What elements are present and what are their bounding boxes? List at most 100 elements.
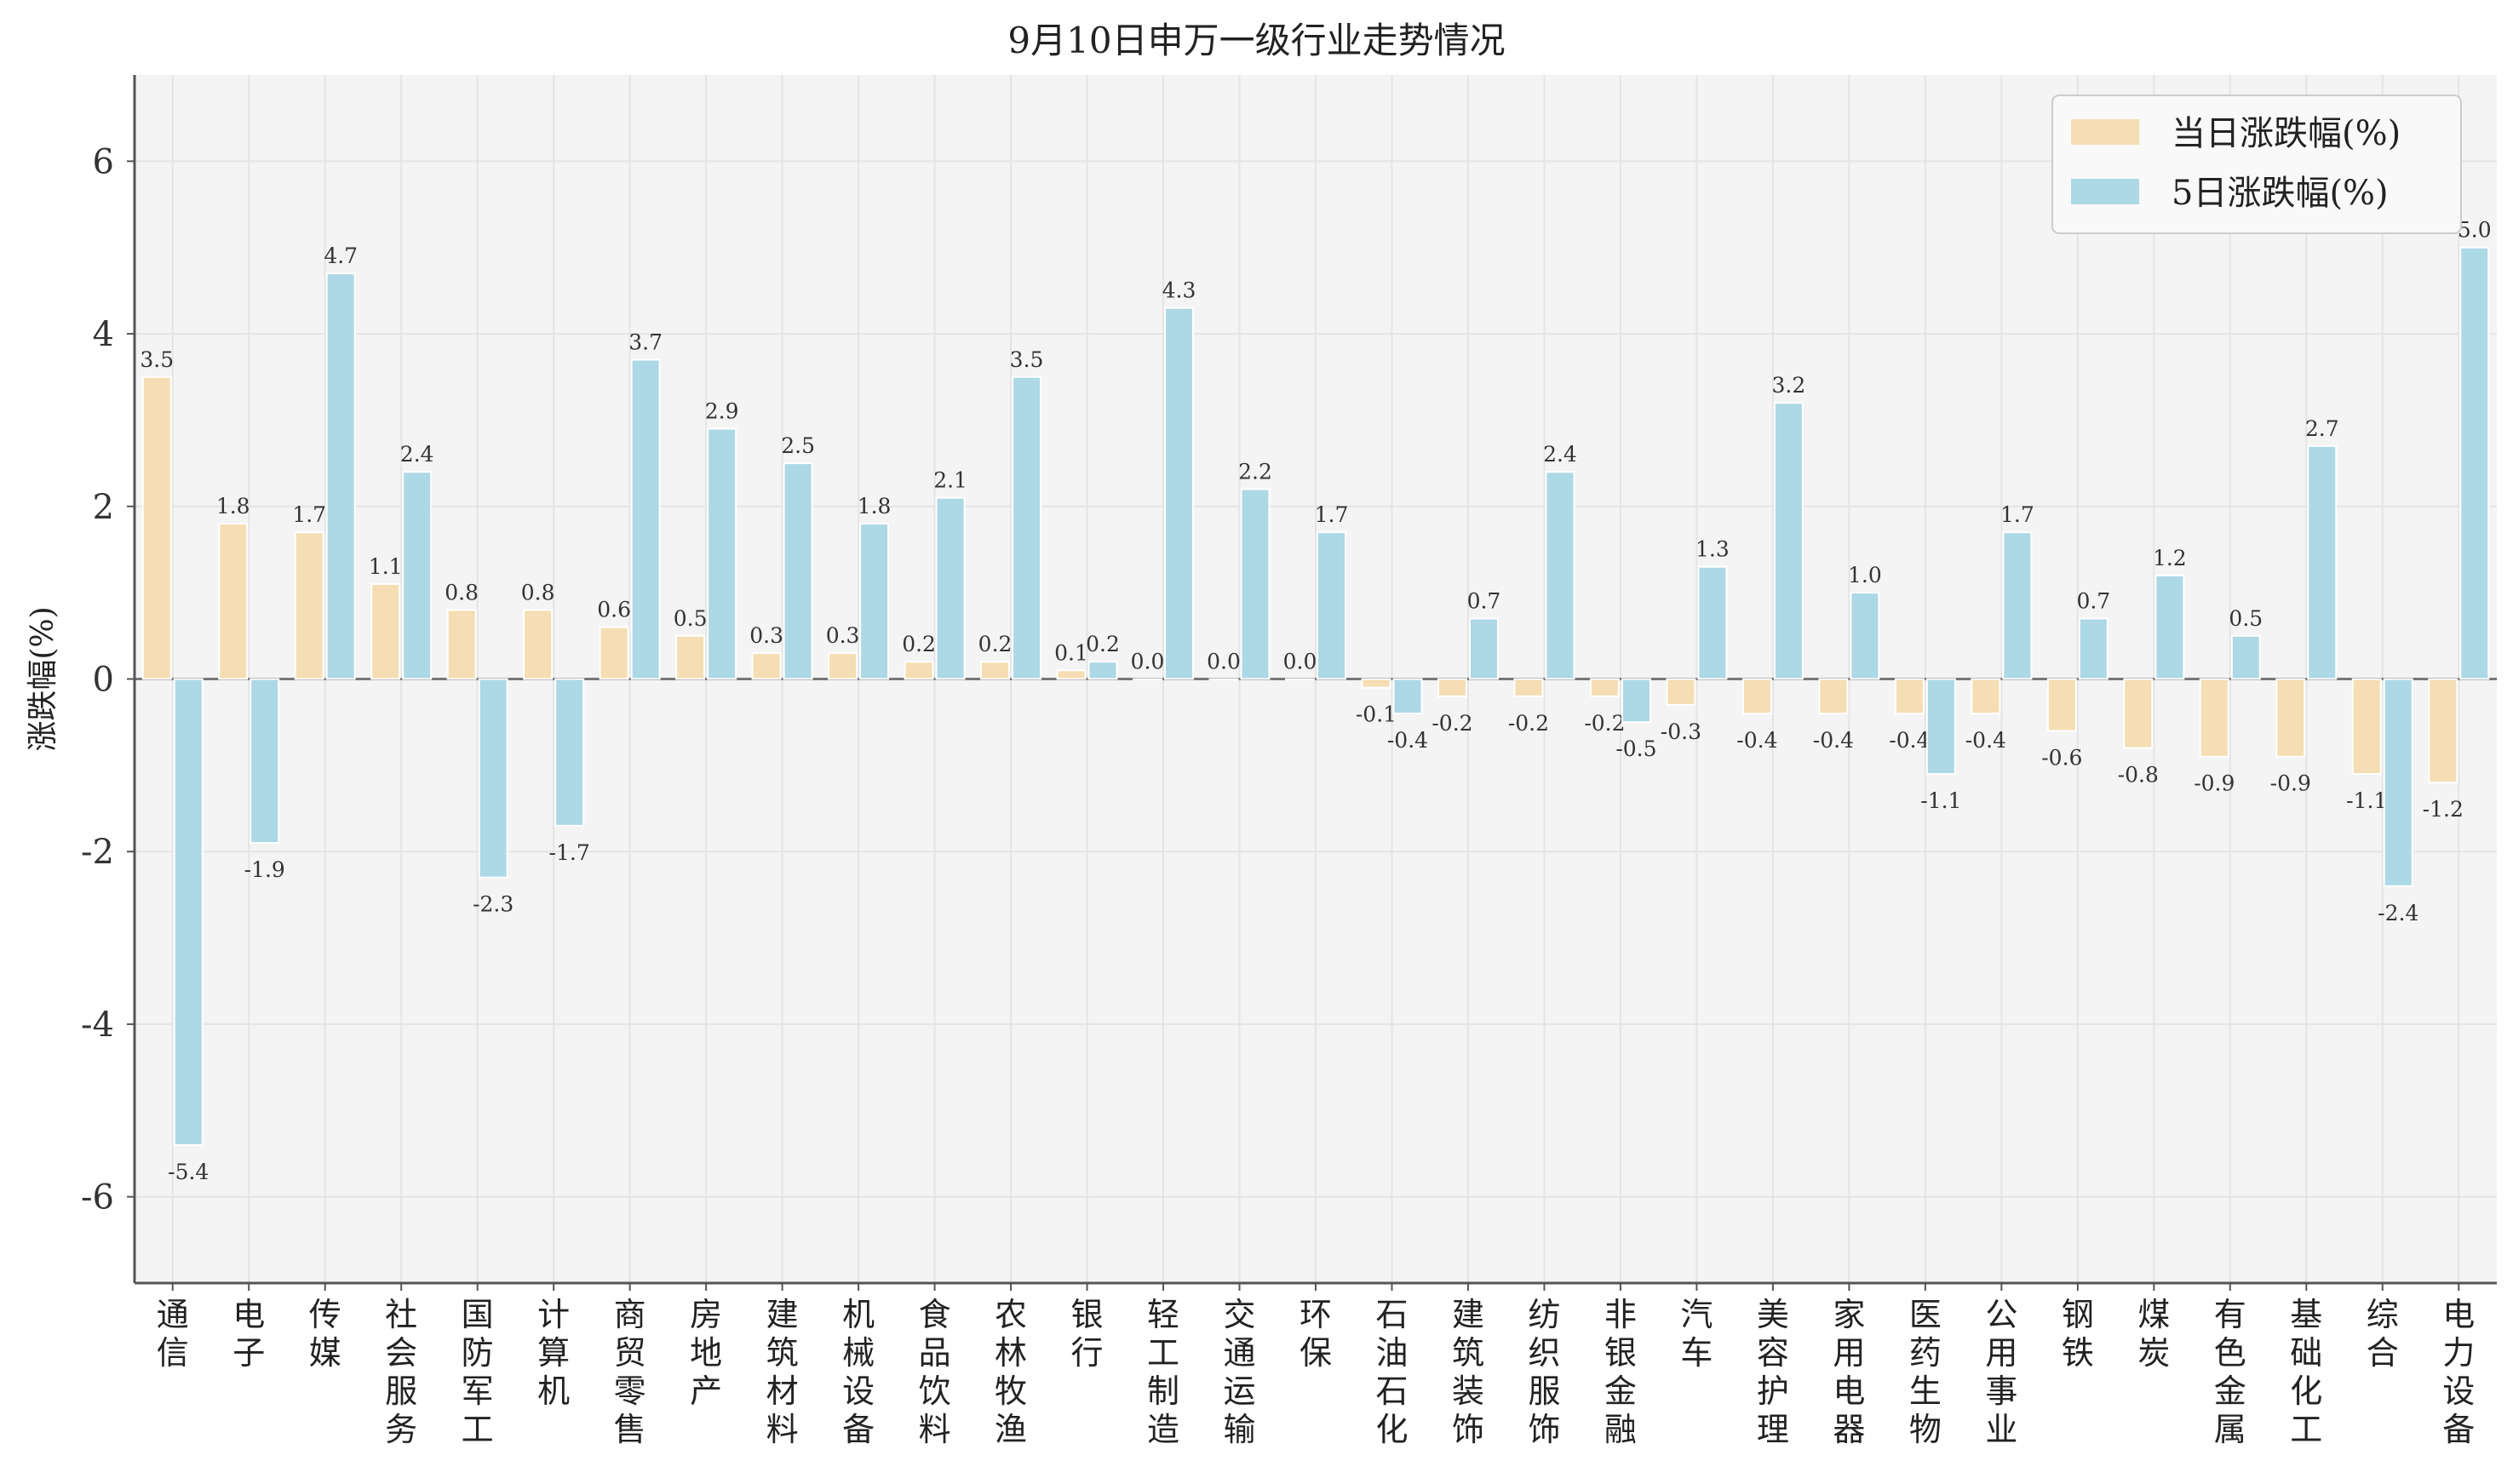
bar-five-day — [554, 678, 585, 827]
data-label: 2.4 — [400, 442, 434, 467]
x-tick-label: 传媒 — [309, 1296, 341, 1372]
x-tick-label: 社会服务 — [385, 1296, 417, 1448]
data-label: 1.7 — [1315, 502, 1349, 527]
data-label: 0.7 — [1467, 589, 1501, 614]
y-tick-label: 0 — [93, 661, 114, 700]
legend-swatch — [2071, 179, 2139, 204]
x-tick-label: 商贸零售 — [614, 1296, 646, 1448]
bar-daily — [2275, 678, 2306, 758]
bar-five-day — [1317, 531, 1346, 680]
bar-five-day — [1164, 307, 1195, 680]
x-tick-label: 计算机 — [537, 1296, 570, 1410]
bar-five-day — [2002, 531, 2033, 680]
data-label: -0.4 — [1387, 728, 1428, 753]
bar-daily — [1741, 678, 1772, 715]
data-label: -2.3 — [473, 892, 514, 917]
data-label: 0.8 — [445, 580, 479, 604]
data-label: 3.5 — [140, 347, 174, 372]
bar-daily — [904, 661, 934, 680]
bar-daily — [1285, 678, 1315, 680]
x-tick-label: 钢铁 — [2062, 1296, 2094, 1372]
legend-box — [2051, 95, 2462, 234]
data-label: 2.2 — [1238, 460, 1272, 484]
data-label: -1.1 — [1920, 788, 1961, 813]
bar-five-day — [707, 427, 737, 680]
bar-five-day — [1621, 678, 1651, 724]
bar-daily — [523, 609, 554, 680]
data-label: 1.7 — [292, 502, 326, 527]
bar-daily — [2428, 678, 2458, 784]
bar-daily — [599, 626, 629, 680]
data-label: 2.1 — [933, 468, 967, 493]
bar-daily — [1589, 678, 1620, 697]
data-label: 0.2 — [978, 632, 1013, 656]
bar-five-day — [173, 678, 204, 1146]
x-tick-label: 国防军工 — [462, 1296, 494, 1448]
bar-five-day — [1697, 565, 1728, 680]
bar-five-day — [2383, 678, 2413, 887]
data-label: -0.4 — [1889, 728, 1930, 753]
legend-swatch — [2071, 119, 2139, 145]
y-tick-label: 2 — [93, 488, 114, 527]
data-label: -0.3 — [1661, 719, 1701, 744]
y-tick-label: 6 — [93, 142, 114, 181]
bar-daily — [141, 375, 172, 680]
x-tick-label: 非银金融 — [1604, 1296, 1637, 1448]
bar-five-day — [1850, 592, 1880, 680]
data-label: 0.6 — [597, 598, 631, 622]
bar-daily — [1818, 678, 1849, 715]
data-label: -0.2 — [1584, 711, 1625, 736]
bar-daily — [675, 634, 706, 680]
data-label: 4.7 — [324, 244, 358, 268]
data-label: 2.7 — [2305, 416, 2339, 441]
x-tick-label: 公用事业 — [1985, 1296, 2017, 1448]
data-label: 2.5 — [781, 433, 815, 458]
data-label: -0.2 — [1508, 711, 1549, 736]
data-label: 0.1 — [1054, 640, 1088, 665]
x-tick-label: 食品饮料 — [919, 1296, 951, 1448]
data-label: 5.0 — [2458, 218, 2492, 243]
x-tick-label: 基础化工 — [2290, 1296, 2322, 1448]
x-tick-label: 汽车 — [1680, 1296, 1713, 1372]
data-label: -0.1 — [1356, 702, 1397, 727]
data-label: 0.2 — [902, 632, 936, 656]
bar-five-day — [935, 496, 966, 680]
bar-five-day — [478, 678, 508, 879]
bar-daily — [980, 661, 1011, 680]
x-tick-label: 农林牧渔 — [995, 1296, 1027, 1448]
x-tick-label: 煤炭 — [2137, 1296, 2170, 1372]
x-tick-label: 建筑材料 — [766, 1296, 799, 1448]
data-label: -1.9 — [244, 857, 285, 882]
data-label: -1.7 — [549, 840, 590, 865]
bar-five-day — [2154, 574, 2185, 680]
data-label: 2.4 — [1543, 442, 1577, 467]
data-label: 3.5 — [1010, 347, 1044, 372]
data-label: 1.7 — [2000, 502, 2034, 527]
x-tick-label: 美容护理 — [1757, 1296, 1789, 1448]
bar-five-day — [2459, 246, 2490, 680]
bar-five-day — [859, 523, 890, 680]
bar-daily — [1133, 678, 1163, 680]
data-label: -0.9 — [2270, 771, 2311, 796]
data-label: -0.4 — [1965, 728, 2006, 753]
bar-five-day — [1392, 678, 1423, 715]
data-label: 1.0 — [1848, 563, 1882, 587]
bar-five-day — [2230, 634, 2261, 680]
data-label: -0.4 — [1736, 728, 1777, 753]
data-label: 0.5 — [674, 606, 708, 631]
x-tick-label: 纺织服饰 — [1528, 1296, 1560, 1448]
x-tick-label: 综合 — [2367, 1296, 2399, 1372]
bar-five-day — [1012, 375, 1042, 680]
data-label: -1.1 — [2346, 788, 2387, 813]
data-label: -0.9 — [2194, 771, 2235, 796]
data-label: 0.3 — [749, 623, 783, 648]
x-tick-label: 家用电器 — [1833, 1296, 1865, 1448]
y-tick-label: -2 — [81, 833, 114, 872]
data-label: -0.4 — [1813, 728, 1854, 753]
data-label: -1.2 — [2423, 797, 2464, 822]
data-label: 0.0 — [1207, 650, 1241, 674]
x-tick-label: 环保 — [1300, 1296, 1332, 1372]
bar-daily — [1056, 669, 1087, 680]
data-label: 1.8 — [858, 494, 892, 519]
